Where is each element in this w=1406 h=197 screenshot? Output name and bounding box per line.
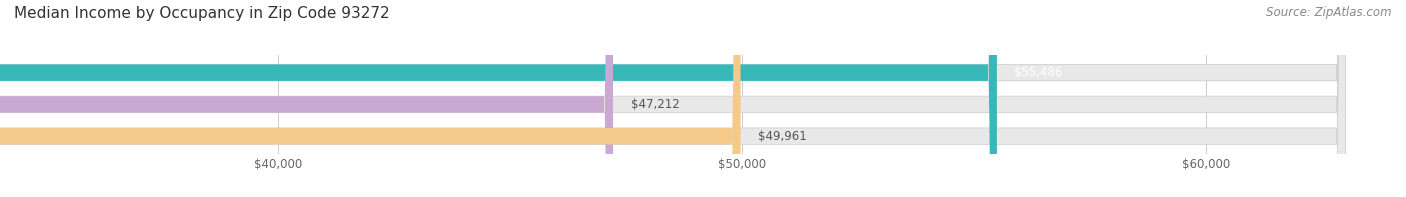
FancyBboxPatch shape: [0, 0, 1346, 197]
Text: Source: ZipAtlas.com: Source: ZipAtlas.com: [1267, 6, 1392, 19]
Text: $47,212: $47,212: [630, 98, 679, 111]
FancyBboxPatch shape: [0, 0, 997, 197]
Text: Median Income by Occupancy in Zip Code 93272: Median Income by Occupancy in Zip Code 9…: [14, 6, 389, 21]
FancyBboxPatch shape: [0, 0, 1346, 197]
FancyBboxPatch shape: [0, 0, 1346, 197]
FancyBboxPatch shape: [0, 0, 741, 197]
FancyBboxPatch shape: [0, 0, 613, 197]
Text: $55,486: $55,486: [1015, 66, 1063, 79]
Text: $49,961: $49,961: [758, 130, 807, 143]
